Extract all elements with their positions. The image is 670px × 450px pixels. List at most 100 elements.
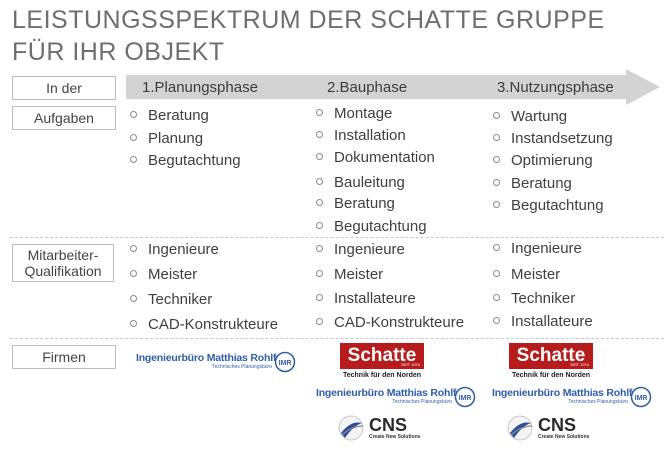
imr-mark-text: IMR [635, 395, 648, 402]
phase-bau-label: 2.Bauphase [327, 79, 408, 96]
imr-mark-text: IMR [279, 360, 292, 367]
bullet-icon [316, 221, 323, 229]
logo-schatte-name: Schatte [509, 343, 593, 369]
logo-ingenieurbuero-name: Ingenieurbüro Matthias Rohlf [316, 387, 457, 399]
list-item-text: Begutachtung [511, 197, 604, 214]
logo-cns-sub: Create New Solutions [369, 434, 421, 440]
list-item: Installateure [316, 290, 416, 307]
logo-schatte-tagline: Technik für den Norden [342, 372, 422, 379]
list-item-text: Wartung [511, 108, 568, 125]
logo-ingenieurbuero-name: Ingenieurbüro Matthias Rohlf [492, 387, 633, 399]
list-item-text: Installation [334, 127, 406, 144]
list-item: CAD-Konstrukteure [316, 314, 464, 331]
bullet-icon [130, 319, 137, 327]
list-item: Dokumentation [316, 149, 435, 166]
list-item: Techniker [493, 290, 575, 307]
bullet-icon [316, 152, 323, 160]
logo-schatte-tagline: Technik für den Norden [511, 372, 591, 379]
list-item-text: Ingenieure [334, 241, 405, 258]
imr-mark-text: IMR [459, 395, 472, 402]
bullet-icon [130, 133, 137, 141]
list-item: CAD-Konstrukteure [130, 316, 278, 333]
logo-cns: CNS Create New Solutions [336, 414, 426, 442]
list-item-text: CAD-Konstrukteure [334, 314, 465, 331]
imr-mark-icon: IMR [454, 386, 476, 408]
logo-schatte: Schatte SEIT 1974 Technik für den Norden [509, 343, 593, 385]
phase-planung-label: 1.Planungsphase [142, 79, 258, 96]
logo-schatte-name: Schatte [340, 343, 424, 369]
row-label-mitarbeiter-text: Mitarbeiter-Qualifikation [24, 247, 102, 279]
list-item-text: Meister [334, 266, 384, 283]
bullet-icon [130, 294, 137, 302]
list-item-text: Bauleitung [334, 174, 405, 191]
bullet-icon [493, 133, 500, 141]
logo-ingenieurbuero-sub: Technisches Planungsbüro [392, 399, 452, 405]
bullet-icon [130, 110, 137, 118]
imr-mark-icon: IMR [274, 351, 296, 373]
list-item-text: Ingenieure [148, 241, 219, 258]
bullet-icon [316, 317, 323, 325]
list-item-text: Optimierung [511, 152, 593, 169]
list-item: Beratung [493, 175, 572, 192]
logo-cns-name: CNS [538, 415, 577, 435]
logo-ingenieurbuero: Ingenieurbüro Matthias Rohlf Technisches… [136, 351, 296, 374]
row-label-firmen: Firmen [12, 345, 116, 369]
bullet-icon [130, 269, 137, 277]
bullet-icon [316, 108, 323, 116]
logo-schatte: Schatte SEIT 1974 Technik für den Norden [340, 343, 424, 385]
list-item: Installateure [493, 313, 593, 330]
logo-cns-name: CNS [369, 415, 408, 435]
list-item-text: Meister [511, 266, 561, 283]
list-item-text: Installateure [511, 313, 593, 330]
list-item: Meister [130, 266, 197, 283]
bullet-icon [493, 111, 500, 119]
row-label-aufgaben: Aufgaben [12, 106, 116, 130]
bullet-icon [130, 155, 137, 163]
bullet-icon [493, 316, 500, 324]
list-item-text: Ingenieure [511, 240, 582, 257]
list-item: Begutachtung [316, 218, 427, 235]
bullet-icon [493, 269, 500, 277]
row-label-firmen-text: Firmen [42, 349, 86, 365]
bullet-icon [493, 243, 500, 251]
list-item-text: Beratung [334, 195, 395, 212]
logo-schatte-seit: SEIT 1974 [570, 362, 589, 367]
bullet-icon [493, 200, 500, 208]
list-item: Wartung [493, 108, 567, 125]
row-label-aufgaben-text: Aufgaben [34, 110, 94, 126]
in-der-box: In der [12, 76, 116, 100]
bullet-icon [316, 293, 323, 301]
logo-ingenieurbuero-sub: Technisches Planungsbüro [568, 399, 628, 405]
logo-cns-sub: Create New Solutions [538, 434, 590, 440]
logo-ingenieurbuero: Ingenieurbüro Matthias Rohlf Technisches… [492, 386, 652, 409]
list-item-text: Beratung [511, 175, 572, 192]
page-title: LEISTUNGSSPEKTRUM DER SCHATTE GRUPPE [12, 6, 605, 34]
list-item: Begutachtung [130, 152, 241, 169]
logo-ingenieurbuero-name: Ingenieurbüro Matthias Rohlf [136, 352, 277, 364]
list-item-text: Planung [148, 130, 204, 147]
list-item: Beratung [316, 195, 395, 212]
logo-ingenieurbuero-sub: Technisches Planungsbüro [212, 364, 272, 370]
list-item: Instandsetzung [493, 130, 613, 147]
list-item-text: Techniker [148, 291, 213, 308]
separator-1 [10, 237, 664, 238]
list-item: Optimierung [493, 152, 593, 169]
list-item: Meister [316, 266, 383, 283]
cns-globe-icon [338, 415, 364, 441]
list-item: Ingenieure [493, 240, 582, 257]
list-item: Begutachtung [493, 197, 604, 214]
list-item-text: Installateure [334, 290, 416, 307]
bullet-icon [316, 177, 323, 185]
list-item-text: Dokumentation [334, 149, 435, 166]
list-item-text: Begutachtung [148, 152, 241, 169]
list-item: Techniker [130, 291, 212, 308]
list-item-text: CAD-Konstrukteure [148, 316, 279, 333]
list-item-text: Beratung [148, 107, 209, 124]
phase-arrow [126, 69, 660, 105]
logo-schatte-seit: SEIT 1974 [401, 362, 420, 367]
page-subtitle: FÜR IHR OBJEKT [12, 38, 225, 66]
separator-2 [10, 338, 664, 339]
bullet-icon [130, 244, 137, 252]
list-item: Installation [316, 127, 406, 144]
list-item-text: Begutachtung [334, 218, 427, 235]
